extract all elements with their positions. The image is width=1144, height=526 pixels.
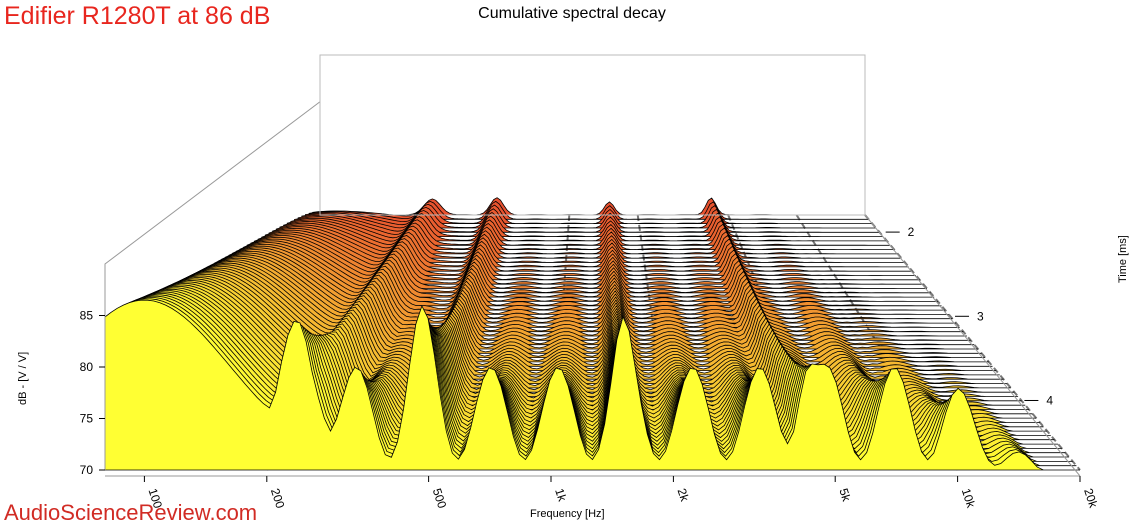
decay-slice xyxy=(320,197,865,216)
x-tick-label: 2k xyxy=(675,487,693,504)
y-tick-label: 70 xyxy=(80,463,94,477)
x-tick-label: 10k xyxy=(959,487,979,511)
back-wall xyxy=(319,54,866,216)
freq-gridline xyxy=(864,214,1081,471)
time-tick-label: 4 xyxy=(1046,393,1053,407)
floor-right-edge xyxy=(864,214,1081,477)
y-tick-label: 85 xyxy=(80,309,94,323)
x-axis-label: Frequency [Hz] xyxy=(530,508,605,520)
x-tick-label: 1k xyxy=(552,487,570,504)
x-tick-label: 20k xyxy=(1081,487,1101,511)
time-tick-label: 2 xyxy=(908,225,915,239)
axis-ticks: 70 75 80 85 100 200 500 1k 2k 5k 10k 20k 2 3 4 xyxy=(80,225,1101,510)
decay-slice xyxy=(104,299,1080,471)
chart-title: Cumulative spectral decay xyxy=(478,5,666,22)
y-tick-label: 80 xyxy=(80,360,94,374)
x-tick-label: 5k xyxy=(836,487,854,504)
y-axis-label: dB - [V / V] xyxy=(17,352,29,405)
x-tick-label: 200 xyxy=(268,487,288,511)
x-tick-label: 500 xyxy=(430,487,450,511)
y-tick-label: 75 xyxy=(80,412,94,426)
decay-slice xyxy=(316,200,869,220)
time-tick-label: 3 xyxy=(977,309,984,323)
x-tick-label: 100 xyxy=(146,487,166,511)
decay-slices xyxy=(104,197,1080,471)
watermark: AudioScienceReview.com xyxy=(4,500,258,525)
z-axis-label: Time [ms] xyxy=(1117,235,1129,283)
brand-title: Edifier R1280T at 86 dB xyxy=(4,2,271,30)
